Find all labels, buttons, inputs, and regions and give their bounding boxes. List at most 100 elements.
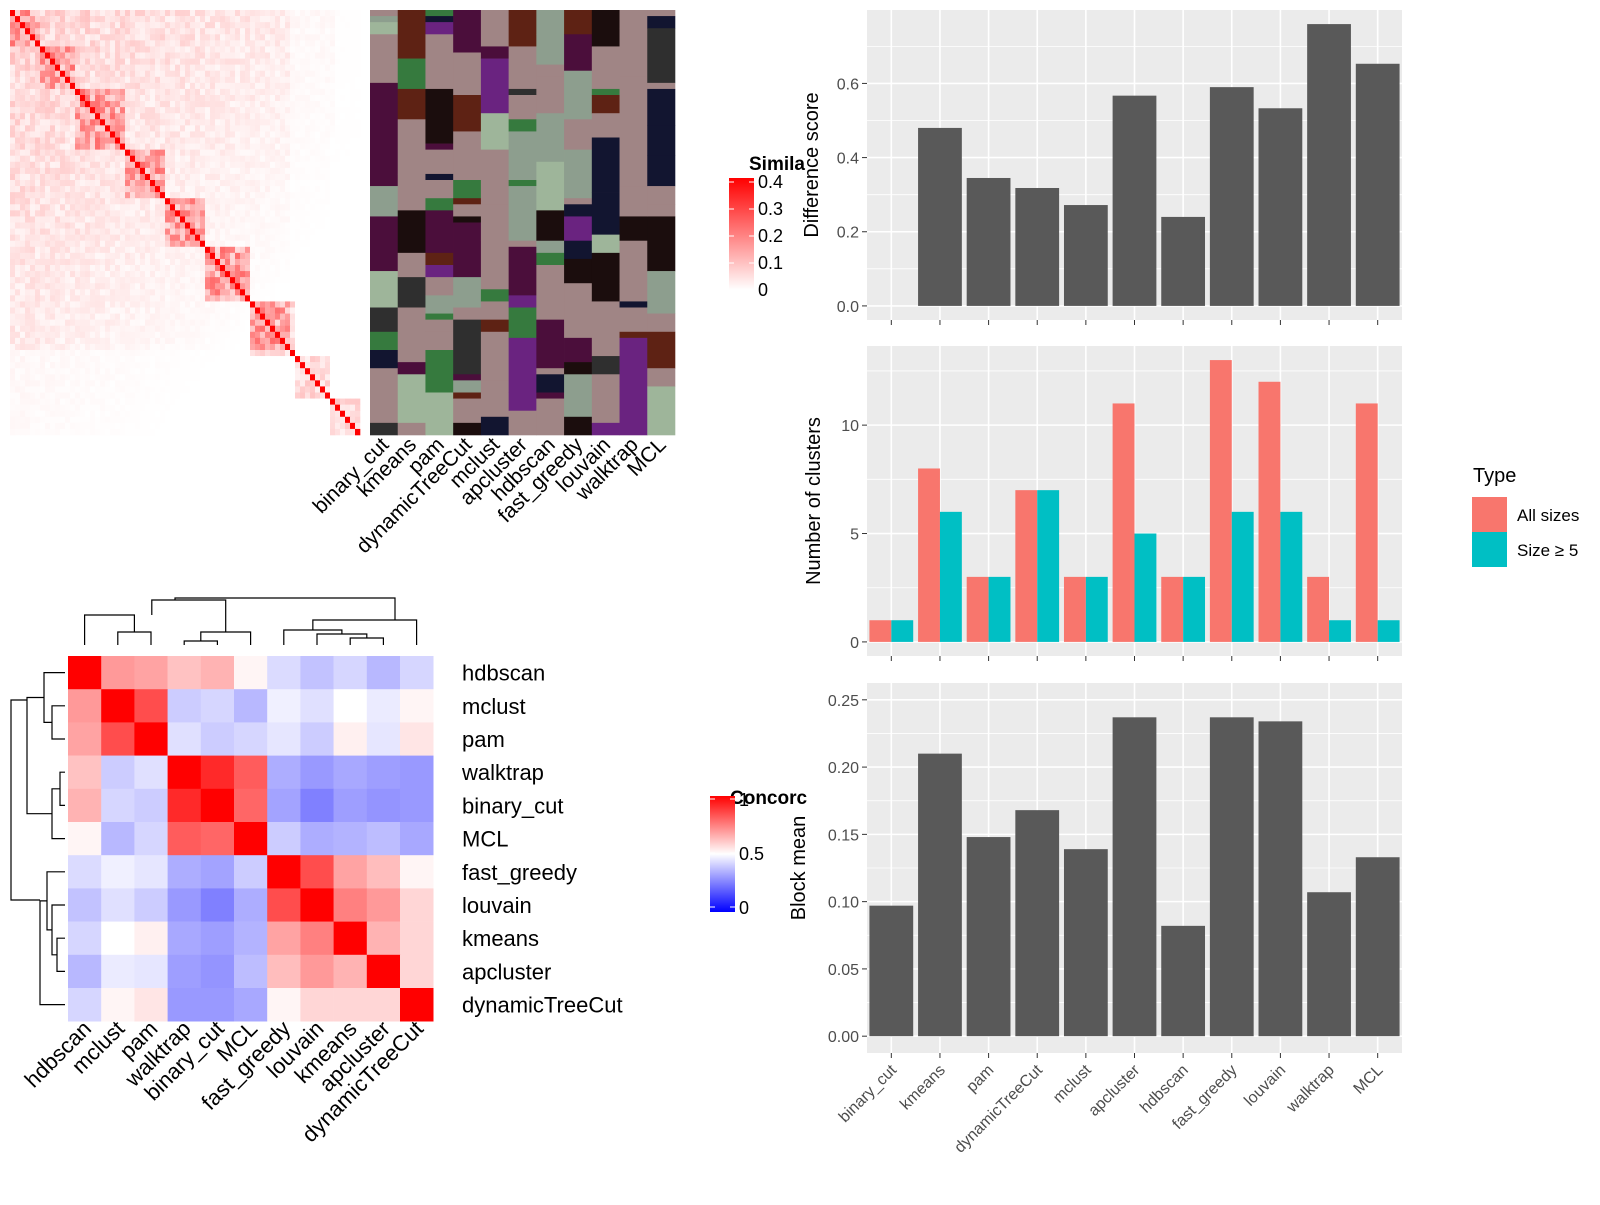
similarity-cell bbox=[45, 64, 51, 72]
similarity-cell bbox=[70, 222, 76, 229]
similarity-cell bbox=[25, 28, 31, 35]
similarity-cell bbox=[315, 186, 321, 193]
similarity-cell bbox=[325, 10, 331, 17]
similarity-cell bbox=[125, 428, 131, 436]
similarity-cell bbox=[240, 265, 246, 272]
similarity-cell bbox=[235, 289, 241, 296]
similarity-cell bbox=[40, 192, 46, 199]
similarity-cell bbox=[285, 234, 291, 242]
similarity-cell bbox=[220, 58, 226, 65]
class-cell bbox=[425, 350, 454, 393]
similarity-cell bbox=[160, 64, 166, 72]
similarity-cell bbox=[300, 258, 306, 266]
similarity-cell bbox=[15, 404, 21, 412]
similarity-cell bbox=[75, 52, 81, 59]
similarity-cell bbox=[180, 404, 186, 412]
similarity-cell bbox=[280, 337, 286, 345]
similarity-cell bbox=[230, 289, 236, 296]
similarity-cell bbox=[195, 173, 201, 181]
similarity-cell bbox=[40, 107, 46, 114]
similarity-cell bbox=[75, 180, 81, 187]
similarity-cell bbox=[155, 161, 161, 169]
similarity-cell bbox=[25, 40, 31, 47]
similarity-cell bbox=[145, 58, 151, 65]
similarity-cell bbox=[305, 64, 311, 72]
similarity-cell bbox=[260, 125, 266, 132]
similarity-cell bbox=[170, 131, 176, 138]
similarity-cell bbox=[170, 173, 176, 181]
similarity-cell bbox=[145, 307, 151, 314]
similarity-cell bbox=[25, 380, 31, 387]
similarity-cell bbox=[235, 46, 241, 53]
similarity-cell bbox=[230, 325, 236, 333]
similarity-cell bbox=[70, 161, 76, 169]
similarity-cell bbox=[155, 337, 161, 345]
similarity-cell bbox=[70, 113, 76, 120]
similarity-cell bbox=[220, 325, 226, 333]
similarity-cell bbox=[240, 210, 246, 217]
similarity-cell bbox=[100, 392, 106, 399]
similarity-cell bbox=[55, 325, 61, 333]
similarity-cell bbox=[100, 380, 106, 387]
similarity-cell bbox=[225, 52, 231, 59]
similarity-cell bbox=[255, 34, 261, 41]
similarity-cell bbox=[195, 240, 201, 248]
similarity-cell bbox=[235, 167, 241, 175]
similarity-cell bbox=[90, 277, 96, 284]
similarity-cell bbox=[240, 386, 246, 393]
similarity-cell bbox=[160, 368, 166, 375]
similarity-cell bbox=[15, 295, 21, 302]
similarity-cell bbox=[145, 16, 151, 23]
similarity-cell bbox=[330, 362, 336, 369]
similarity-cell bbox=[155, 10, 161, 17]
similarity-cell bbox=[140, 410, 146, 418]
similarity-cell bbox=[155, 283, 161, 290]
similarity-cell bbox=[335, 234, 341, 242]
similarity-cell bbox=[340, 58, 346, 65]
similarity-cell bbox=[235, 155, 241, 163]
similarity-cell bbox=[310, 368, 316, 375]
similarity-cell bbox=[255, 228, 261, 235]
similarity-cell bbox=[145, 52, 151, 59]
similarity-cell bbox=[115, 76, 121, 84]
similarity-cell bbox=[195, 295, 201, 302]
similarity-cell bbox=[225, 149, 231, 157]
similarity-cell bbox=[60, 88, 66, 96]
similarity-cell bbox=[65, 222, 71, 229]
similarity-cell bbox=[325, 283, 331, 290]
similarity-cell bbox=[350, 95, 356, 102]
similarity-cell bbox=[170, 70, 176, 78]
similarity-cell bbox=[205, 46, 211, 53]
similarity-cell bbox=[295, 70, 301, 78]
similarity-cell bbox=[220, 143, 226, 150]
similarity-cell bbox=[280, 28, 286, 35]
similarity-cell bbox=[270, 374, 276, 381]
similarity-cell bbox=[130, 362, 136, 369]
similarity-cell bbox=[270, 307, 276, 314]
similarity-cell bbox=[175, 301, 181, 308]
similarity-cell bbox=[185, 362, 191, 369]
similarity-cell bbox=[185, 422, 191, 430]
similarity-cell bbox=[175, 161, 181, 169]
similarity-cell bbox=[65, 398, 71, 405]
similarity-cell bbox=[65, 34, 71, 41]
similarity-cell bbox=[105, 325, 111, 333]
similarity-cell bbox=[90, 40, 96, 47]
similarity-cell bbox=[240, 313, 246, 320]
similarity-cell bbox=[80, 76, 86, 84]
similarity-cell bbox=[25, 331, 31, 339]
similarity-cell bbox=[65, 422, 71, 430]
similarity-cell bbox=[90, 228, 96, 235]
similarity-cell bbox=[65, 386, 71, 393]
similarity-cell bbox=[240, 246, 246, 254]
similarity-cell bbox=[70, 252, 76, 260]
similarity-cell bbox=[45, 240, 51, 248]
similarity-cell bbox=[45, 82, 51, 90]
similarity-cell bbox=[75, 374, 81, 381]
similarity-cell bbox=[150, 234, 156, 242]
similarity-cell bbox=[135, 143, 141, 150]
similarity-cell bbox=[25, 137, 31, 144]
similarity-cell bbox=[125, 331, 131, 339]
similarity-cell bbox=[15, 28, 21, 35]
similarity-cell bbox=[105, 173, 111, 181]
